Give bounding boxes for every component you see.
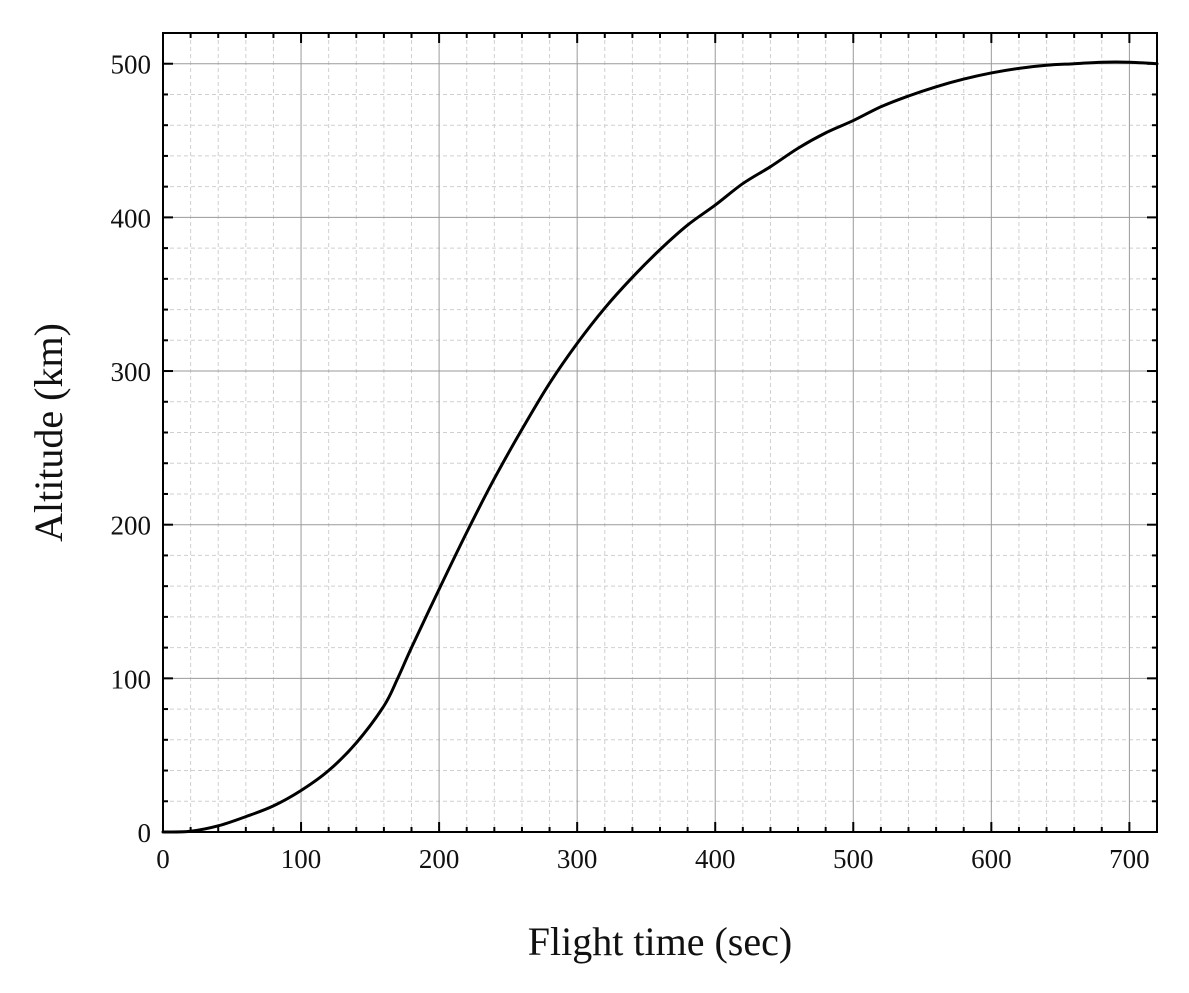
- x-tick-label: 200: [419, 844, 460, 874]
- series-group: [161, 60, 1159, 834]
- x-tick-label: 500: [833, 844, 874, 874]
- x-tick-label: 700: [1109, 844, 1150, 874]
- y-tick-label: 500: [111, 50, 152, 80]
- altitude-line: [161, 60, 1159, 834]
- x-tick-label: 0: [156, 844, 170, 874]
- x-tick-labels: 0 100 200 300 400 500 600 700: [156, 844, 1149, 874]
- x-tick-label: 400: [695, 844, 736, 874]
- y-tick-label: 100: [111, 664, 152, 694]
- y-tick-label: 400: [111, 203, 152, 233]
- x-tick-label: 300: [557, 844, 598, 874]
- y-tick-label: 200: [111, 511, 152, 541]
- y-tick-label: 300: [111, 357, 152, 387]
- y-axis-title: Altitude (km): [26, 323, 71, 542]
- y-tick-label: 0: [138, 818, 152, 848]
- axis-ticks: [162, 32, 1158, 833]
- x-axis-title: Flight time (sec): [528, 919, 792, 964]
- x-tick-label: 600: [971, 844, 1012, 874]
- major-grid: [163, 33, 1157, 832]
- x-tick-label: 100: [281, 844, 322, 874]
- y-tick-labels: 0 100 200 300 400 500: [111, 50, 152, 848]
